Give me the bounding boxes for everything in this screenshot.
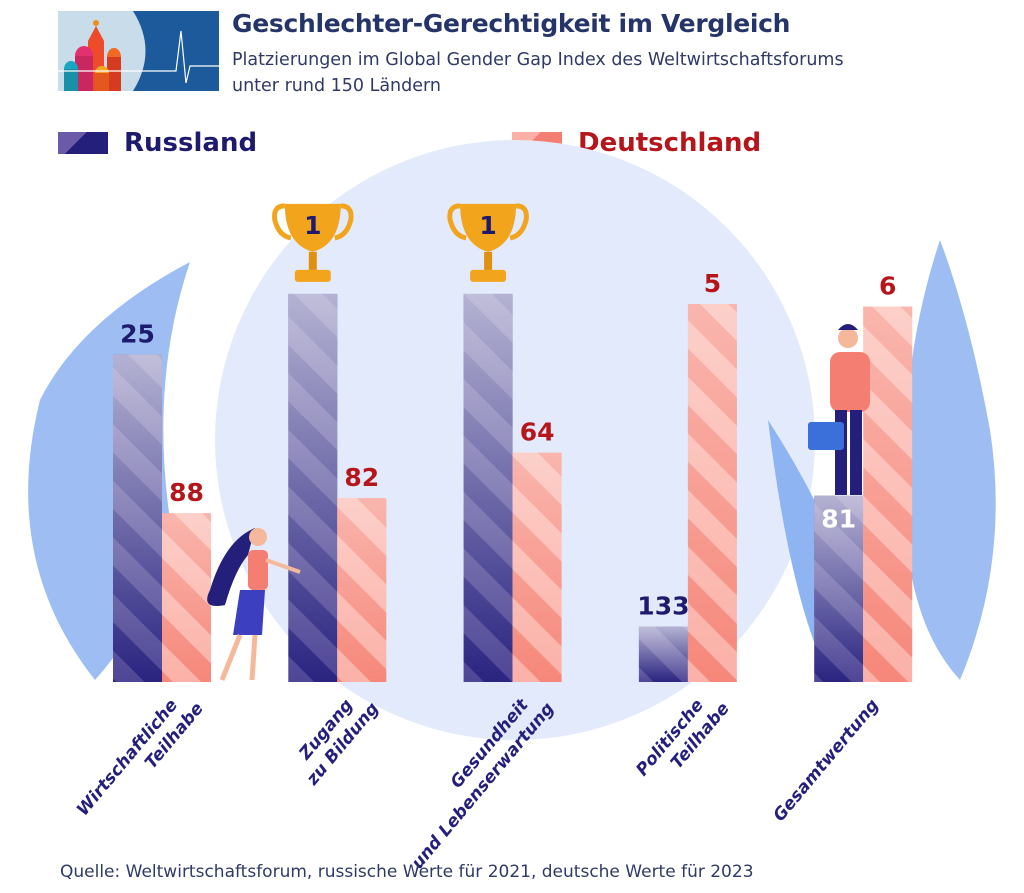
source-note: Quelle: Weltwirtschaftsforum, russische … — [60, 862, 754, 882]
woman-figure — [207, 528, 301, 681]
category-label: WirtschaftlicheTeilhabe — [73, 685, 208, 834]
bar-highlight — [814, 495, 864, 682]
subtitle-line-2: unter rund 150 Ländern — [232, 76, 442, 96]
leaf-right — [904, 240, 996, 680]
legend-russland: Russland — [58, 128, 257, 158]
legend-label-russland: Russland — [124, 128, 258, 158]
value-label-deutschland: 6 — [879, 272, 896, 301]
value-label-deutschland: 82 — [344, 463, 379, 492]
legend-swatch-russland — [58, 132, 108, 154]
value-label-deutschland: 5 — [704, 269, 721, 298]
subtitle: Platzierungen im Global Gender Gap Index… — [232, 47, 932, 99]
bar-highlight — [463, 293, 513, 682]
bar-highlight — [337, 498, 387, 682]
bar-highlight — [113, 354, 162, 682]
legend-label-deutschland: Deutschland — [578, 128, 762, 158]
bar-highlight — [863, 306, 913, 682]
value-label-deutschland: 88 — [169, 478, 204, 507]
trophy-icon — [447, 203, 529, 282]
trophy-icon — [272, 203, 354, 282]
value-label-russland: 25 — [120, 319, 155, 348]
subtitle-line-1: Platzierungen im Global Gender Gap Index… — [232, 50, 844, 70]
page-title: Geschlechter-Gerechtigkeit im Vergleich — [232, 9, 791, 38]
category-label: Gesamtwertung — [769, 696, 883, 826]
bar-highlight — [638, 626, 688, 682]
bar-highlight — [162, 513, 211, 682]
bar-highlight — [512, 452, 562, 682]
logo-image — [58, 11, 219, 91]
value-label-russland: 1 — [479, 211, 496, 240]
value-label-russland: 1 — [304, 211, 321, 240]
man-figure — [808, 324, 870, 495]
value-label-deutschland: 64 — [520, 418, 555, 447]
value-label-russland: 133 — [637, 592, 689, 621]
value-label-russland: 81 — [821, 505, 856, 534]
bar-highlight — [288, 293, 338, 682]
category-label: Zugangzu Bildung — [285, 685, 383, 790]
bar-highlight — [687, 304, 737, 682]
